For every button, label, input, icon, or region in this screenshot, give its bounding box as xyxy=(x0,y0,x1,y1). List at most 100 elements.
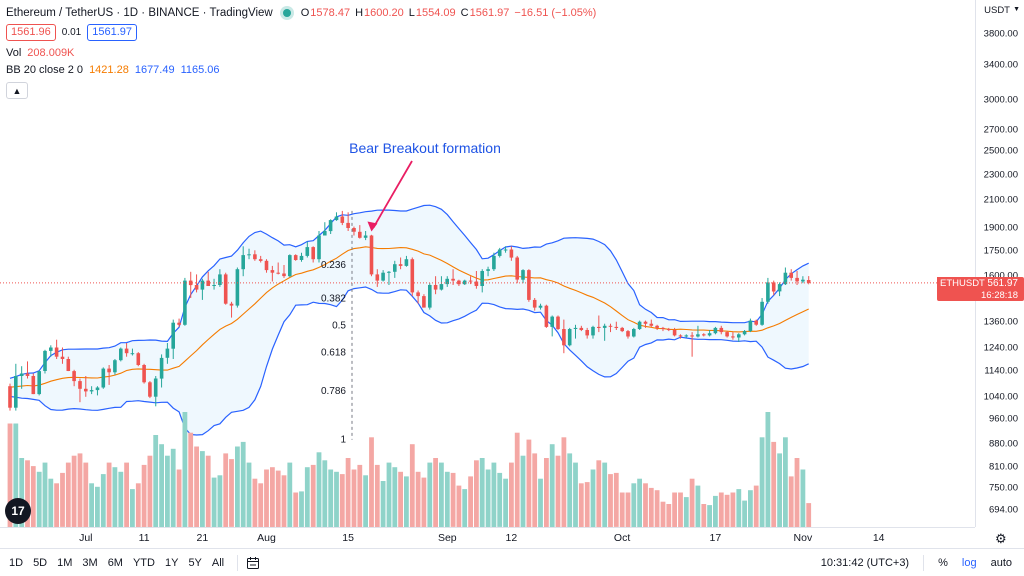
candle-body xyxy=(550,316,554,327)
chart-canvas[interactable]: 0.236 0.382 0.5 0.618 0.786 1 Bear Breakout fo… xyxy=(0,0,975,528)
candle-body xyxy=(387,271,391,273)
ohlc-low-value: 1554.09 xyxy=(415,6,456,19)
percent-scale-toggle[interactable]: % xyxy=(938,556,948,569)
fib-level-label: 0.786 xyxy=(321,386,346,397)
candle-body xyxy=(573,327,578,329)
bb-label: BB 20 close 2 0 xyxy=(6,63,84,76)
candle-body xyxy=(328,220,333,232)
price-tick-label: 1360.00 xyxy=(983,316,1018,328)
timeframe-all[interactable]: All xyxy=(211,556,225,569)
calendar-range-icon[interactable] xyxy=(246,556,260,570)
axis-currency[interactable]: USDT xyxy=(984,5,1010,16)
time-tick-label: Sep xyxy=(437,532,457,544)
volume-bar xyxy=(310,464,316,527)
candle-body xyxy=(270,270,275,273)
candle-body xyxy=(165,348,170,358)
volume-bar xyxy=(252,478,258,527)
volume-bar xyxy=(753,485,759,527)
candle-body xyxy=(643,321,648,324)
candle-body xyxy=(66,359,71,371)
legend-collapse-button[interactable]: ▲ xyxy=(6,82,28,99)
time-tick-label: 15 xyxy=(342,532,354,544)
candle-body xyxy=(678,335,683,337)
price-chart[interactable]: 0.236 0.382 0.5 0.618 0.786 1 Bear Breakout fo… xyxy=(0,0,975,528)
annotation-text: Bear Breakout formation xyxy=(349,140,501,156)
volume-bar xyxy=(200,451,205,527)
time-tick-label: Nov xyxy=(793,532,813,544)
bb-legend[interactable]: BB 20 close 2 0 1421.28 1677.49 1165.06 xyxy=(6,61,601,78)
candle-body xyxy=(684,335,689,337)
volume-bar xyxy=(71,455,77,527)
candle-body xyxy=(515,257,519,280)
candle-body xyxy=(89,390,94,392)
candle-body xyxy=(457,280,461,285)
candle-body xyxy=(159,357,164,379)
candle-body xyxy=(544,305,549,327)
chart-legend: Ethereum / TetherUS · 1D · BINANCE · Tra… xyxy=(6,4,601,99)
timeframe-1m[interactable]: 1M xyxy=(57,556,73,569)
volume-bar xyxy=(608,474,613,527)
volume-bar xyxy=(736,489,742,528)
timeframe-1d[interactable]: 1D xyxy=(9,556,24,569)
gear-icon[interactable]: ⚙ xyxy=(995,531,1007,546)
timeframe-6m[interactable]: 6M xyxy=(107,556,123,569)
buy-price-button[interactable]: 1561.97 xyxy=(87,24,137,41)
candle-body xyxy=(288,255,292,277)
time-axis[interactable]: Jul 11 21 Aug 15 Sep 12 Oct 17 Nov 14 xyxy=(0,527,975,548)
timeframe-5d[interactable]: 5D xyxy=(33,556,48,569)
timezone-clock[interactable]: 10:31:42 (UTC+3) xyxy=(820,556,910,569)
price-axis[interactable]: USDT ▼ 3800.00 3400.00 3000.00 2700.00 2500.… xyxy=(975,0,1024,527)
candle-body xyxy=(136,353,141,365)
volume-bar xyxy=(392,467,398,527)
volume-bar xyxy=(555,455,561,527)
volume-bar xyxy=(584,482,590,527)
candle-body xyxy=(702,334,706,336)
candle-body xyxy=(626,331,630,337)
symbol-title[interactable]: Ethereum / TetherUS · 1D · BINANCE · Tra… xyxy=(6,6,273,19)
volume-bar xyxy=(153,435,159,527)
volume-bar xyxy=(328,469,334,527)
timeframe-ytd[interactable]: YTD xyxy=(132,556,155,569)
log-scale-toggle[interactable]: log xyxy=(961,556,977,569)
candle-body xyxy=(608,325,613,327)
volume-bar xyxy=(806,503,812,527)
candle-body xyxy=(299,255,304,260)
candle-body xyxy=(363,235,368,238)
price-tick-label: 2500.00 xyxy=(983,145,1018,157)
volume-bar xyxy=(13,423,19,527)
candle-body xyxy=(212,285,216,286)
candle-body xyxy=(713,327,718,334)
ohlc-open-value: 1578.47 xyxy=(310,6,351,19)
volume-bar xyxy=(678,492,683,527)
bb-band-fill xyxy=(10,205,809,435)
tradingview-logo[interactable]: 17 xyxy=(5,498,31,524)
auto-scale-toggle[interactable]: auto xyxy=(990,556,1012,569)
candle-body xyxy=(264,260,269,271)
volume-bar xyxy=(77,453,83,527)
candle-body xyxy=(428,285,432,308)
candle-body xyxy=(235,269,240,306)
volume-bar xyxy=(427,462,433,527)
sell-price-button[interactable]: 1561.96 xyxy=(6,24,56,41)
candle-body xyxy=(346,222,350,228)
volume-bar xyxy=(380,481,386,527)
volume-bar xyxy=(596,460,602,527)
volume-bar xyxy=(25,460,30,527)
volume-bar xyxy=(444,471,450,527)
timeframe-3m[interactable]: 3M xyxy=(82,556,98,569)
volume-bar xyxy=(235,446,240,527)
candle-body xyxy=(37,371,41,395)
volume-bar xyxy=(141,464,147,527)
volume-legend[interactable]: Vol 208.009K xyxy=(6,44,601,61)
timeframe-1y[interactable]: 1Y xyxy=(164,556,179,569)
volume-bar xyxy=(369,437,374,527)
chevron-down-icon[interactable]: ▼ xyxy=(1013,6,1020,13)
volume-bar xyxy=(170,448,176,527)
volume-bar xyxy=(520,455,526,527)
price-tick-label: 750.00 xyxy=(988,482,1018,494)
candle-body xyxy=(60,356,65,359)
candle-body xyxy=(410,259,415,293)
timeframe-5y[interactable]: 5Y xyxy=(188,556,202,569)
volume-bar xyxy=(159,444,164,527)
volume-bar xyxy=(275,470,281,527)
